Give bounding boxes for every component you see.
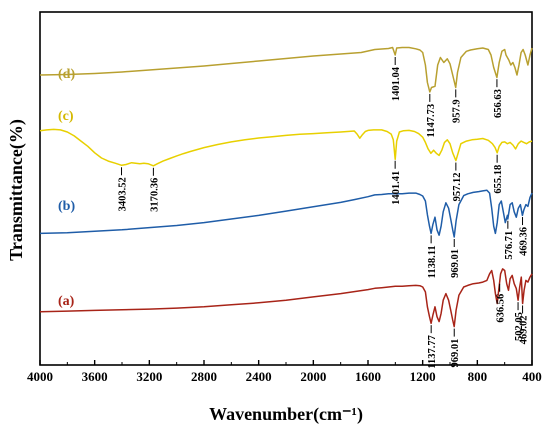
x-axis-label: Wavenumber(cm⁻¹) bbox=[209, 404, 363, 425]
peak-label: 1401.41 bbox=[391, 171, 402, 205]
peak-label: 969.01 bbox=[450, 339, 461, 368]
peak-label: 502.05 bbox=[514, 312, 525, 341]
peak-label: 969.01 bbox=[450, 249, 461, 278]
series-line-a bbox=[39, 268, 533, 328]
peak-label: 1401.04 bbox=[391, 66, 402, 101]
peak-label: 957.9 bbox=[452, 99, 463, 123]
peak-label: 469.36 bbox=[519, 227, 530, 256]
x-tick-label: 3600 bbox=[82, 369, 108, 384]
peak-labels: 1401.04 1147.73 957.9 656.63 3403.52 3170.36 1… bbox=[118, 56, 530, 369]
peak-label: 1147.73 bbox=[426, 104, 437, 138]
x-ticks: 4000 3600 3200 2800 2400 2000 1600 1200 800 400 bbox=[27, 360, 542, 384]
x-tick-label: 3200 bbox=[136, 369, 162, 384]
x-tick-label: 400 bbox=[522, 369, 542, 384]
y-axis-label: Transmittance(%) bbox=[6, 119, 27, 261]
spectra bbox=[39, 46, 533, 328]
peak-label: 3170.36 bbox=[149, 178, 160, 212]
trace-label-a: (a) bbox=[58, 294, 75, 309]
series-line-b bbox=[39, 189, 533, 238]
peak-label: 469.02 bbox=[519, 315, 530, 344]
trace-labels: (d) (c) (b) (a) bbox=[58, 67, 75, 309]
peak-label: 656.63 bbox=[493, 89, 504, 118]
x-tick-label: 800 bbox=[468, 369, 488, 384]
peak-label: 1138.11 bbox=[427, 245, 438, 278]
x-tick-label: 1600 bbox=[355, 369, 381, 384]
series-line-c bbox=[39, 128, 533, 167]
trace-label-b: (b) bbox=[58, 199, 75, 214]
peak-label: 655.18 bbox=[493, 165, 504, 194]
trace-label-c: (c) bbox=[58, 109, 74, 124]
trace-label-d: (d) bbox=[58, 67, 75, 82]
peak-label: 636.56 bbox=[496, 294, 507, 323]
x-tick-label: 2400 bbox=[246, 369, 272, 384]
peak-label: 1137.77 bbox=[427, 335, 438, 369]
series-line-d bbox=[39, 46, 533, 93]
peak-label: 957.12 bbox=[452, 173, 463, 202]
x-tick-label: 1200 bbox=[410, 369, 436, 384]
x-tick-label: 2000 bbox=[300, 369, 326, 384]
x-tick-label: 4000 bbox=[27, 369, 53, 384]
peak-label: 3403.52 bbox=[118, 177, 129, 211]
peak-label: 576.71 bbox=[504, 231, 515, 260]
x-tick-label: 2800 bbox=[191, 369, 217, 384]
